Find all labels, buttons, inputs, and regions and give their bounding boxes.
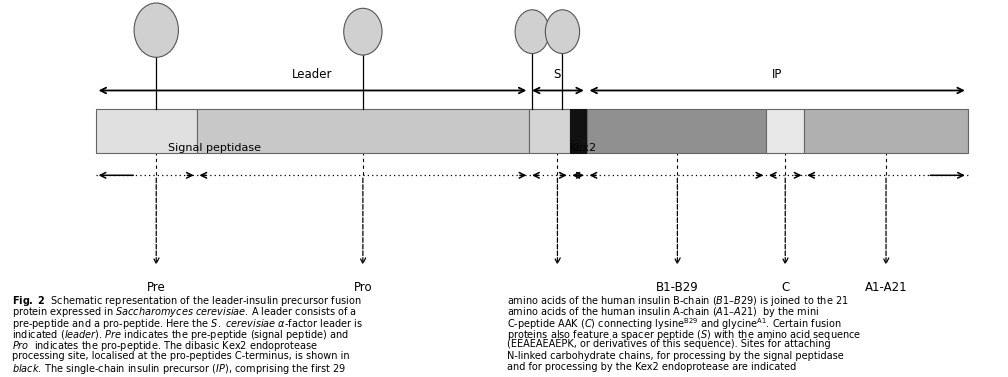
Text: S: S [553,68,561,81]
Text: C-peptide AAK ($\mathit{C}$) connecting lysine$^{\mathrm{B29}}$ and glycine$^{\m: C-peptide AAK ($\mathit{C}$) connecting … [507,317,842,333]
Text: proteins also feature a spacer peptide ($\mathit{S}$) with the amino acid sequen: proteins also feature a spacer peptide (… [507,328,862,342]
Bar [197,109,529,153]
Text: $\mathit{black}$. The single-chain insulin precursor ($\mathit{IP}$), comprising: $\mathit{black}$. The single-chain insul… [12,362,347,376]
Text: Leader: Leader [292,68,333,81]
Text: N-linked carbohydrate chains, for processing by the signal peptidase: N-linked carbohydrate chains, for proces… [507,351,844,361]
Text: C: C [781,281,789,294]
Bar [570,109,587,153]
Ellipse shape [134,3,178,57]
Text: $\mathit{Pro}$  indicates the pro-peptide. The dibasic Kex2 endoprotease: $\mathit{Pro}$ indicates the pro-peptide… [12,339,319,353]
Ellipse shape [545,10,580,54]
Text: indicated ($\mathit{leader}$). $\mathit{Pre}$ indicates the pre-peptide (signal : indicated ($\mathit{leader}$). $\mathit{… [12,328,350,342]
Bar [96,109,197,153]
Text: and for processing by the Kex2 endoprotease are indicated: and for processing by the Kex2 endoprote… [507,362,796,372]
Ellipse shape [344,8,382,55]
Text: (EEAEAEAEPK, or derivatives of this sequence). Sites for attaching: (EEAEAEAEPK, or derivatives of this sequ… [507,339,831,349]
Text: amino acids of the human insulin A-chain ($\mathit{A1}$–$\mathit{A21}$)  by the : amino acids of the human insulin A-chain… [507,305,820,319]
Bar [587,109,766,153]
Text: amino acids of the human insulin B-chain ($\mathit{B1}$–$\mathit{B29}$) is joine: amino acids of the human insulin B-chain… [507,294,849,308]
Bar [766,109,804,153]
Text: processing site, localised at the pro-peptides C-terminus, is shown in: processing site, localised at the pro-pe… [12,351,350,361]
Bar [529,109,570,153]
Text: IP: IP [772,68,782,81]
Ellipse shape [515,10,549,54]
Text: B1-B29: B1-B29 [656,281,699,294]
Text: A1-A21: A1-A21 [865,281,907,294]
Text: Signal peptidase: Signal peptidase [168,143,261,153]
Text: Pro: Pro [354,281,372,294]
Bar [804,109,968,153]
Text: Pre: Pre [147,281,165,294]
Text: $\mathbf{Fig.\ 2}$  Schematic representation of the leader-insulin precursor fus: $\mathbf{Fig.\ 2}$ Schematic representat… [12,294,362,308]
Text: pre-peptide and a pro-peptide. Here the $\mathit{S.\ cerevisiae}$ $\mathit{\alph: pre-peptide and a pro-peptide. Here the … [12,317,363,331]
Text: protein expressed in $\mathit{Saccharomyces\ cerevisiae}$. A leader consists of : protein expressed in $\mathit{Saccharomy… [12,305,357,319]
Text: Kex2: Kex2 [570,143,597,153]
